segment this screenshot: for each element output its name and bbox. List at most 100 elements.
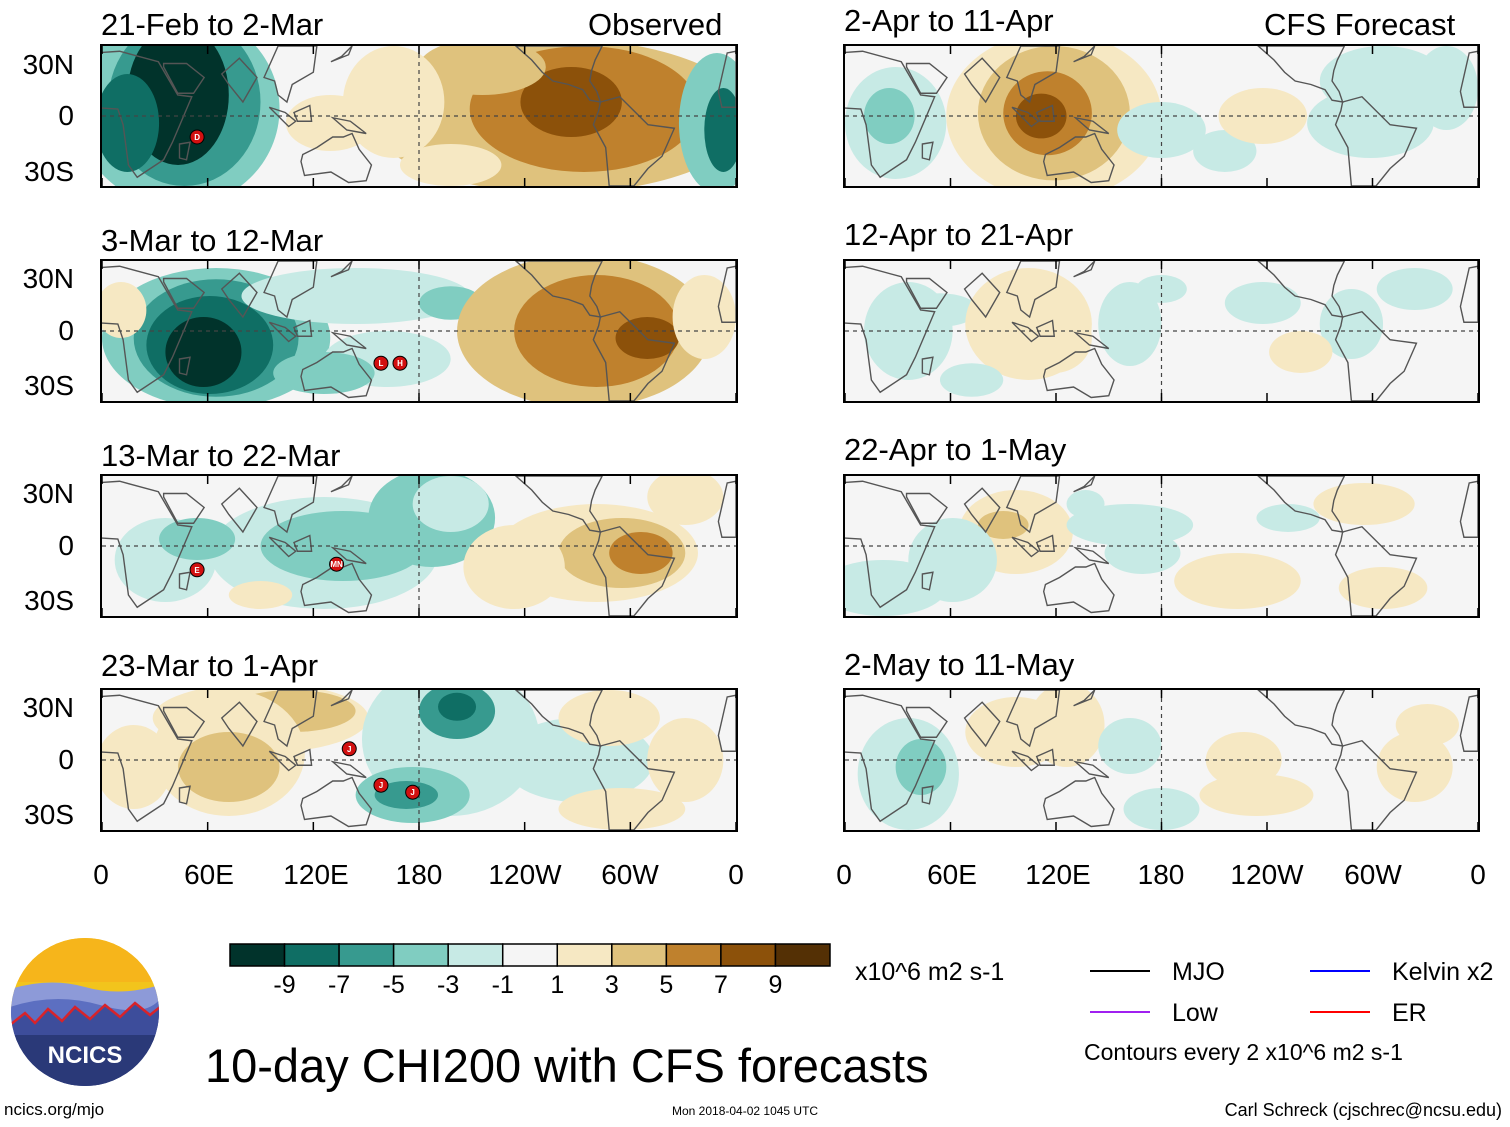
storm-marker: L [373,355,389,371]
map-panel-forecast-2 [843,259,1480,403]
xlab-right-60e: 60E [927,859,977,890]
panel-title-obs-4: 23-Mar to 1-Apr [101,648,319,683]
coastline [1334,95,1418,186]
storm-label: J [347,745,351,754]
anomaly-region [165,317,242,387]
coastline [1011,750,1040,772]
coastline [1334,525,1418,616]
storm-marker: J [405,784,421,800]
ylab-eq-3: 0 [58,530,74,561]
map-panel-observed-1: D [100,44,738,188]
coastline [330,690,353,707]
coastline [263,261,318,319]
coastline [514,690,603,747]
site-link[interactable]: ncics.org/mjo [4,1100,105,1119]
colorbar-tick-label: -1 [491,971,514,999]
coastline [1459,50,1478,108]
coastline [1072,760,1110,779]
coastline [220,701,258,748]
coastline [717,265,736,323]
legend-low-label: Low [1172,999,1218,1027]
coastline [300,776,373,828]
coastline [263,46,318,104]
anomaly-region [1376,268,1453,310]
storm-marker: J [341,741,357,757]
ylab-eq-4: 0 [58,744,74,775]
coastline [963,57,1001,104]
storm-marker: D [189,129,205,145]
xlab-left-0b: 0 [728,859,744,890]
anomaly-region [908,518,997,602]
coastline [1011,106,1040,128]
coastline [963,701,1001,748]
storm-label: E [194,566,200,575]
colorbar-swatch [501,943,559,967]
coastline [162,492,206,524]
anomaly-region [901,293,978,327]
storm-marker: E [189,562,205,578]
coastline [1005,476,1061,534]
anomaly-region [647,476,724,525]
coastline [330,116,367,135]
coastline [1035,319,1056,337]
coastline [1257,690,1346,747]
ylab-30n-1: 30N [22,49,74,80]
coastline [102,694,193,823]
colorbar-swatch [392,943,449,967]
anomaly-region [102,725,172,809]
coastline [1073,46,1096,63]
anomaly-region [1193,130,1257,172]
xlab-right-0: 0 [836,859,852,890]
storm-label: D [194,133,200,142]
anomaly-region [1123,788,1200,830]
main-title: 10-day CHI200 with CFS forecasts [205,1039,929,1092]
colorbar-tick-label: 5 [659,971,674,999]
coastline [592,739,676,830]
anomaly-region [1307,88,1434,158]
coastline [905,62,948,94]
coastline [330,476,353,493]
xlab-right-0b: 0 [1470,859,1486,890]
storm-marker: MN [329,556,345,572]
anomaly-region [895,739,947,795]
coastline [963,272,1001,319]
coastline [178,141,191,161]
anomaly-region [672,275,736,359]
colorbar-swatch [283,943,340,967]
ncics-logo: NCICS [11,938,159,1086]
anomaly-region [704,88,736,172]
coastline [905,277,948,309]
coastline [592,525,676,616]
colorbar-swatch [611,943,668,967]
coastline [330,261,353,278]
xlab-right-60w: 60W [1344,859,1402,890]
legend-line-kelvin [1310,970,1370,972]
coastline [1042,347,1115,399]
storm-marker: J [373,777,389,793]
ylab-30s-1: 30S [24,156,74,187]
anomaly-region [1028,690,1105,767]
xlab-left-60w: 60W [601,859,659,890]
colorbar-units: x10^6 m2 s-1 [855,958,1005,986]
coastline [845,265,936,394]
contour-note: Contours every 2 x10^6 m2 s-1 [1084,1039,1403,1065]
panel-title-obs-3: 13-Mar to 22-Mar [101,438,341,473]
anomaly-region [1269,331,1333,373]
coastline [1459,480,1478,538]
coastline [1072,116,1110,135]
coastline [514,261,603,318]
colorbar-tick-label: 1 [550,971,565,999]
xlab-left-180: 180 [395,859,443,890]
coastline [1035,748,1056,766]
storm-label: L [379,359,384,368]
anomaly-region [241,268,470,324]
storm-label: MN [330,560,343,569]
coastline [293,748,313,766]
colorbar-swatch [665,943,722,967]
coastline [1035,534,1056,552]
colorbar-tick-label: -5 [382,971,405,999]
coastline [845,50,936,179]
coastline [330,760,367,779]
coastline [1072,546,1110,565]
xlab-right-180: 180 [1137,859,1185,890]
